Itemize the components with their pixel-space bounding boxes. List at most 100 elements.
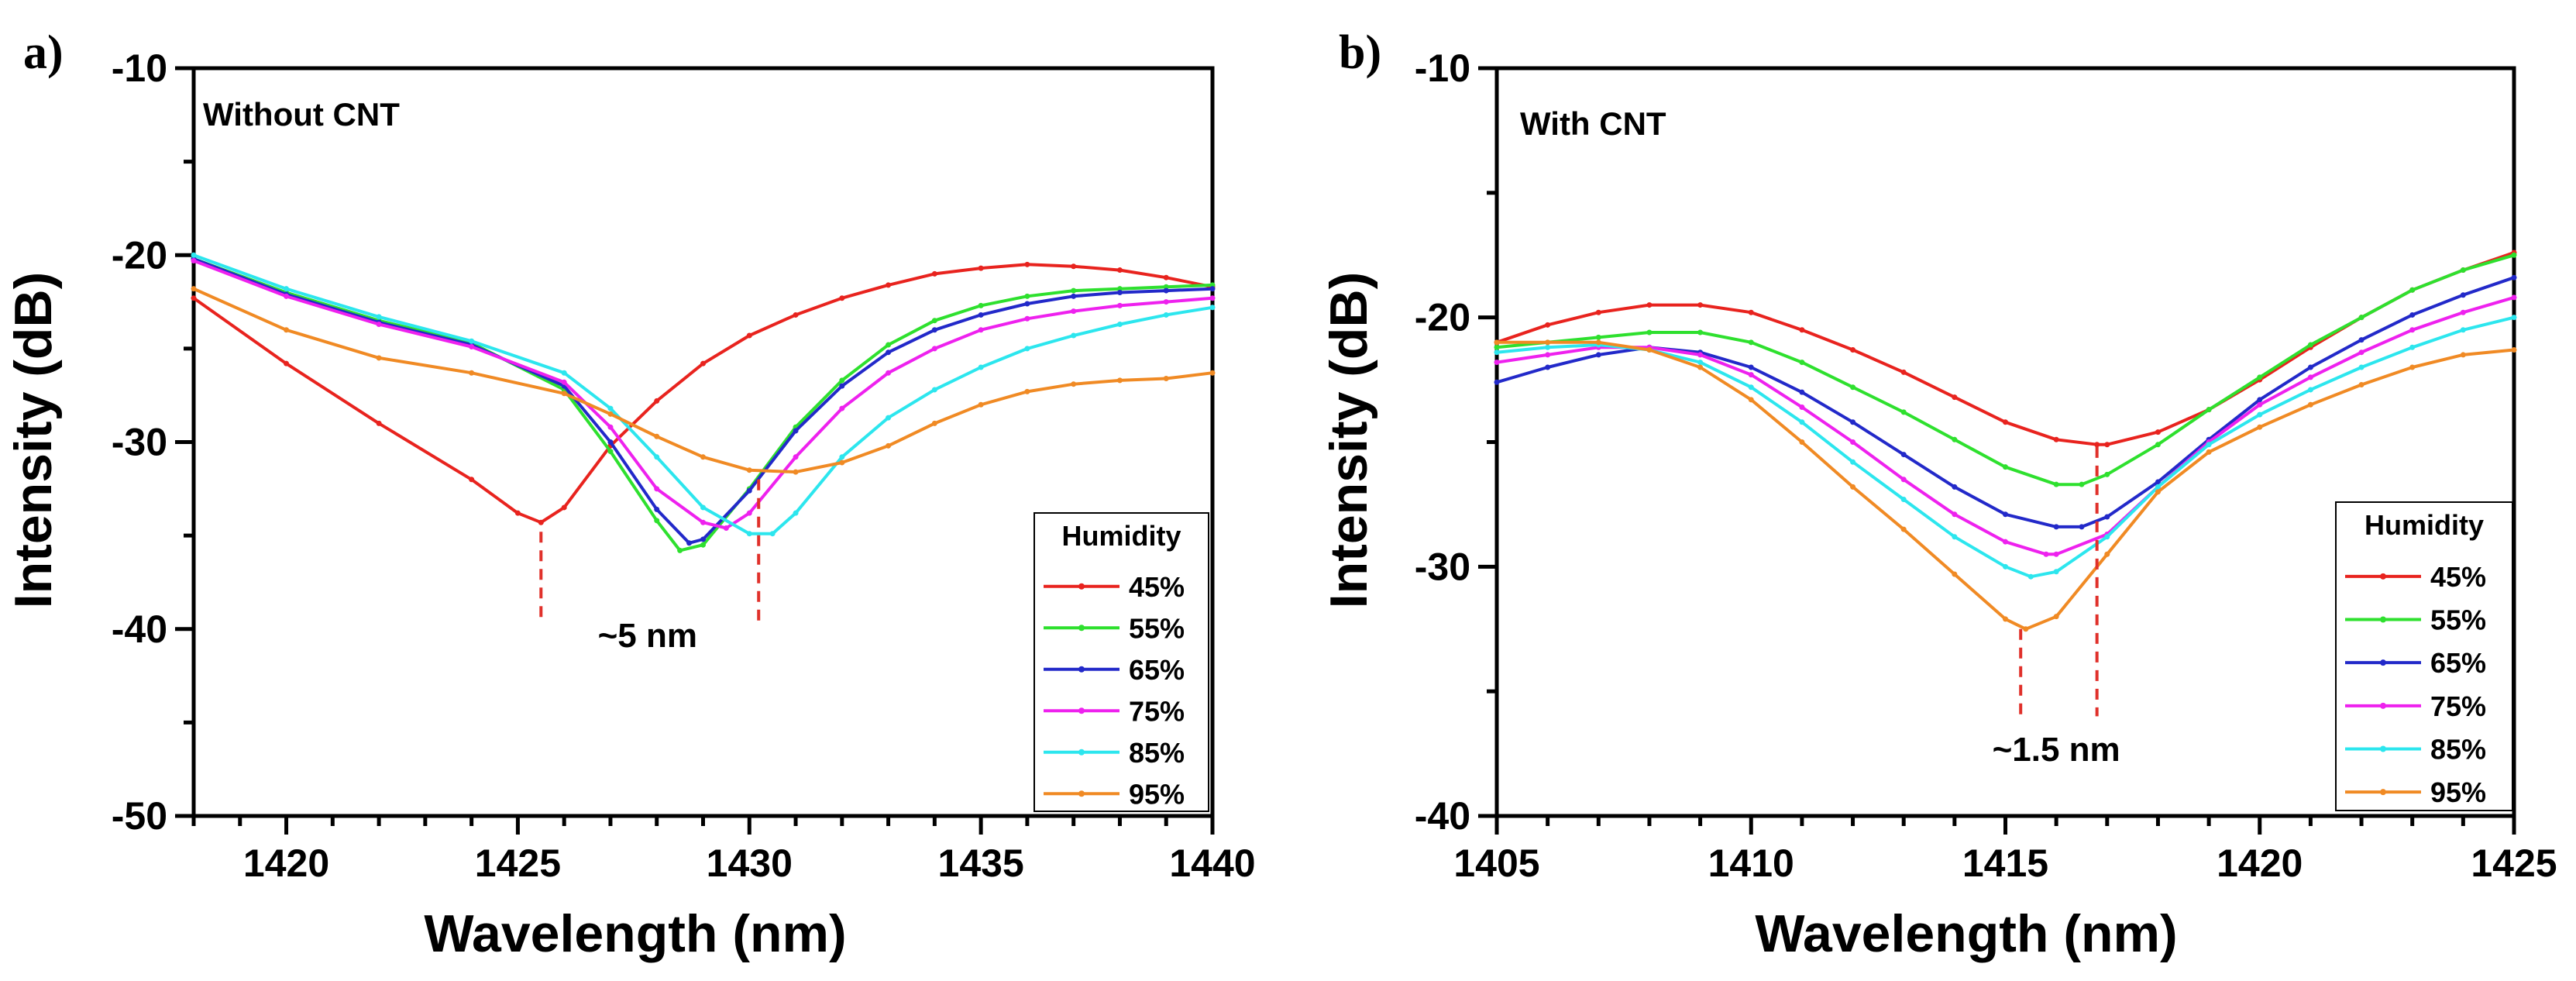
panel-a-title: Without CNT: [203, 96, 400, 133]
panel-a-series-point: [839, 405, 845, 411]
panel-b-series-point: [2053, 524, 2059, 530]
panel-a-y-tick-label: -50: [112, 794, 167, 838]
panel-a-series-point: [607, 405, 614, 411]
panel-b-series-point: [1850, 384, 1856, 391]
panel-a-series-point: [839, 454, 845, 460]
panel-b-series-point: [1748, 397, 1754, 403]
panel-a-series-point: [978, 265, 984, 271]
panel-b-series-point: [1697, 360, 1704, 366]
panel-a-series-point: [1116, 290, 1123, 295]
panel-b-series-point: [1850, 419, 1856, 425]
panel-a-legend-label: 95%: [1129, 778, 1185, 810]
panel-b-series-point: [1799, 404, 1805, 410]
panel-b-series-point: [1952, 436, 1958, 442]
panel-b-series-point: [2511, 252, 2517, 258]
panel-b-series-85pct: [1495, 315, 2516, 579]
panel-b-x-axis-title: Wavelength (nm): [1755, 904, 2177, 963]
panel-a-legend-box: [1033, 512, 1209, 812]
panel-b-x-tick-label: 1420: [2217, 842, 2303, 885]
panel-b-series-point: [2206, 449, 2212, 455]
panel-a-series-point: [723, 525, 729, 531]
panel-a-series-point: [839, 460, 845, 466]
panel-a-series-point: [1071, 308, 1077, 315]
panel-a-series-point: [1071, 287, 1077, 294]
panel-b-legend-label: 45%: [2430, 561, 2486, 593]
panel-b-series-point: [2257, 401, 2263, 408]
panel-b-series-point: [2206, 442, 2212, 448]
panel-a-series-point: [1024, 315, 1030, 322]
panel-b-series-point: [1799, 389, 1805, 395]
panel-a-series-point: [886, 370, 892, 376]
panel-b-series-point: [2053, 481, 2059, 487]
panel-a-series-point: [1163, 312, 1169, 318]
panel-a-series-point: [746, 332, 752, 339]
panel-b-series-point: [2460, 327, 2466, 333]
panel-a-series-point: [284, 293, 290, 299]
panel-b-series-point: [2104, 471, 2110, 477]
panel-b-series-point: [2409, 327, 2416, 333]
panel-b-series-point: [2511, 315, 2517, 321]
panel-b-legend-swatch-marker: [2380, 573, 2386, 580]
panel-a-series-point: [978, 312, 984, 318]
panel-b-x-tick-label: 1415: [1962, 842, 2048, 885]
panel-b-series-95pct: [1495, 340, 2516, 631]
panel-b-legend-swatch-marker: [2380, 616, 2386, 623]
panel-b-series-point: [2104, 534, 2110, 540]
panel-a-series-point: [1116, 286, 1123, 292]
panel-b-series-point: [1799, 439, 1805, 445]
panel-b-series-point: [2003, 539, 2008, 545]
panel-b-series-point: [2460, 292, 2466, 298]
panel-a-series-point: [607, 424, 614, 430]
panel-a-series-point: [1209, 370, 1216, 376]
panel-a-legend-label: 75%: [1129, 695, 1185, 727]
panel-b-series-point: [1646, 329, 1653, 336]
panel-b-series-point: [2409, 312, 2416, 318]
panel-b-series-point: [2257, 397, 2263, 403]
panel-a-series-point: [978, 364, 984, 370]
panel-b-series-point: [1850, 484, 1856, 490]
panel-b-series-point: [1952, 484, 1958, 490]
panel-b-series-point: [1748, 384, 1754, 391]
panel-b-series-point: [2358, 337, 2364, 343]
panel-b-series-point: [2511, 294, 2517, 301]
panel-a-series-point: [1163, 287, 1169, 294]
panel-a-series-point: [1024, 301, 1030, 307]
panel-b-series-point: [2155, 479, 2161, 485]
panel-b-series-point: [2307, 401, 2313, 408]
panel-a-series-point: [931, 327, 937, 333]
panel-a-series-point: [469, 370, 475, 376]
panel-b-series-point: [1952, 394, 1958, 401]
panel-b-series-point: [2003, 563, 2008, 570]
panel-b-legend-label: 85%: [2430, 734, 2486, 766]
panel-b-series-point: [1900, 369, 1907, 375]
panel-a-series-point: [793, 510, 799, 516]
panel-a-series-point: [284, 327, 290, 333]
panel-a-series-point: [1116, 302, 1123, 308]
panel-b-series-point: [1697, 329, 1704, 336]
panel-b-series-point: [2206, 407, 2212, 413]
panel-a-series-point: [700, 542, 706, 548]
panel-a-series-point: [1116, 322, 1123, 328]
panel-a-series-point: [514, 510, 521, 516]
panel-a-series-point: [793, 454, 799, 460]
panel-a-series-point: [561, 391, 567, 397]
panel-a-series-point: [376, 322, 382, 328]
panel-b-series-point: [2104, 551, 2110, 557]
panel-a-legend-swatch-marker: [1078, 790, 1085, 797]
panel-a-series-point: [1071, 263, 1077, 270]
panel-a-legend-title: Humidity: [1061, 520, 1181, 552]
panel-a-y-tick-label: -30: [112, 421, 167, 464]
panel-a-series-point: [191, 286, 197, 292]
panel-a-series-point: [1209, 286, 1216, 292]
panel-a-series-point: [700, 536, 706, 542]
panel-a-series-point: [654, 454, 660, 460]
panel-a-series-point: [561, 379, 567, 385]
panel-a-legend-label: 55%: [1129, 612, 1185, 644]
panel-a-series-point: [654, 433, 660, 439]
panel-b-series-point: [1850, 346, 1856, 353]
panel-b: b) With CNT Wavelength (nm) Intensity (d…: [1319, 26, 2557, 963]
panel-a-series-point: [607, 411, 614, 417]
panel-a-series-point: [1071, 293, 1077, 299]
panel-b-legend-box: [2335, 501, 2513, 811]
